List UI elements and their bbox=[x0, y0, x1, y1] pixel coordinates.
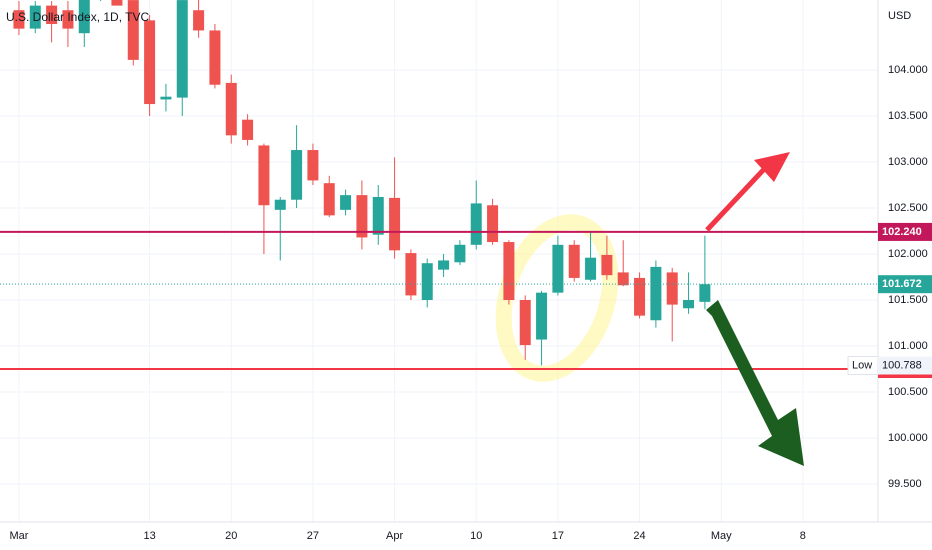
x-tick-label: 8 bbox=[800, 530, 806, 542]
arrow-down bbox=[706, 300, 804, 466]
candle-body bbox=[160, 96, 172, 100]
y-tick-label: 99.500 bbox=[888, 478, 922, 490]
low-value-badge bbox=[878, 356, 932, 375]
currency: USD bbox=[888, 10, 911, 22]
candle-body bbox=[372, 196, 384, 235]
x-tick-label: 10 bbox=[470, 530, 482, 542]
candle-body bbox=[470, 203, 482, 245]
x-tick-label: 20 bbox=[225, 530, 237, 542]
candle-body bbox=[568, 244, 580, 278]
low-label: 100.788 bbox=[882, 359, 922, 371]
candle-body bbox=[683, 300, 695, 309]
candle-body bbox=[356, 195, 368, 238]
candle-body bbox=[454, 244, 466, 263]
candle-body bbox=[46, 5, 58, 25]
candle-body bbox=[193, 10, 205, 31]
candle-body bbox=[438, 260, 450, 270]
candle-body bbox=[29, 5, 41, 29]
arrow-up bbox=[705, 152, 790, 232]
candle-body bbox=[389, 197, 401, 251]
y-tick-label: 103.000 bbox=[888, 156, 928, 168]
candle-body bbox=[699, 284, 711, 302]
low-name: Low bbox=[852, 359, 872, 371]
x-tick-label: 17 bbox=[552, 530, 564, 542]
y-tick-label: 101.500 bbox=[888, 294, 928, 306]
x-tick-label: 24 bbox=[633, 530, 645, 542]
price-label: 102.240 bbox=[882, 226, 922, 238]
candle-body bbox=[225, 82, 237, 136]
candle-body bbox=[503, 242, 515, 301]
candle-body bbox=[340, 195, 352, 210]
candle-body bbox=[13, 10, 25, 29]
candle-body bbox=[585, 257, 597, 280]
candle-body bbox=[127, 0, 139, 60]
candle-body bbox=[617, 272, 629, 286]
candle-body bbox=[144, 20, 156, 105]
x-tick-label: Mar bbox=[9, 530, 28, 542]
candle-body bbox=[421, 263, 433, 301]
candle-body bbox=[274, 199, 286, 210]
y-tick-label: 100.500 bbox=[888, 386, 928, 398]
candle-body bbox=[487, 205, 499, 243]
candle-body bbox=[634, 277, 646, 316]
price-badge bbox=[878, 275, 932, 294]
candle-body bbox=[111, 0, 123, 6]
candle-body bbox=[78, 0, 90, 34]
x-tick-label: 13 bbox=[143, 530, 155, 542]
candle-body bbox=[176, 0, 188, 98]
y-tick-label: 102.000 bbox=[888, 248, 928, 260]
candle-body bbox=[666, 272, 678, 305]
candle-body bbox=[601, 254, 613, 276]
x-tick-label: 27 bbox=[307, 530, 319, 542]
candle-body bbox=[307, 150, 319, 181]
candle-body bbox=[291, 150, 303, 200]
y-tick-label: 101.000 bbox=[888, 340, 928, 352]
plot bbox=[0, 0, 878, 371]
y-tick-label: 100.000 bbox=[888, 432, 928, 444]
candle-body bbox=[405, 253, 417, 296]
y-tick-label: 104.000 bbox=[888, 64, 928, 76]
candle-body bbox=[209, 30, 221, 85]
x-tick-label: May bbox=[711, 530, 732, 542]
x-tick-label: Apr bbox=[386, 530, 403, 542]
y-tick-label: 103.500 bbox=[888, 110, 928, 122]
candle-body bbox=[62, 10, 74, 29]
candle-body bbox=[536, 292, 548, 340]
candle-body bbox=[650, 266, 662, 321]
candle-body bbox=[323, 183, 335, 216]
price-badge bbox=[878, 222, 932, 241]
chart-title: U.S. Dollar Index, 1D, TVC bbox=[6, 10, 149, 24]
axes: 104.000 103.500 103.000 102.500 102.000 101.5… bbox=[9, 64, 932, 542]
candle-body bbox=[258, 145, 270, 206]
y-tick-label: 102.500 bbox=[888, 202, 928, 214]
candle-body bbox=[552, 244, 564, 293]
candle-body bbox=[242, 119, 254, 140]
candle-body bbox=[519, 300, 531, 346]
price-label: 101.672 bbox=[882, 278, 922, 290]
